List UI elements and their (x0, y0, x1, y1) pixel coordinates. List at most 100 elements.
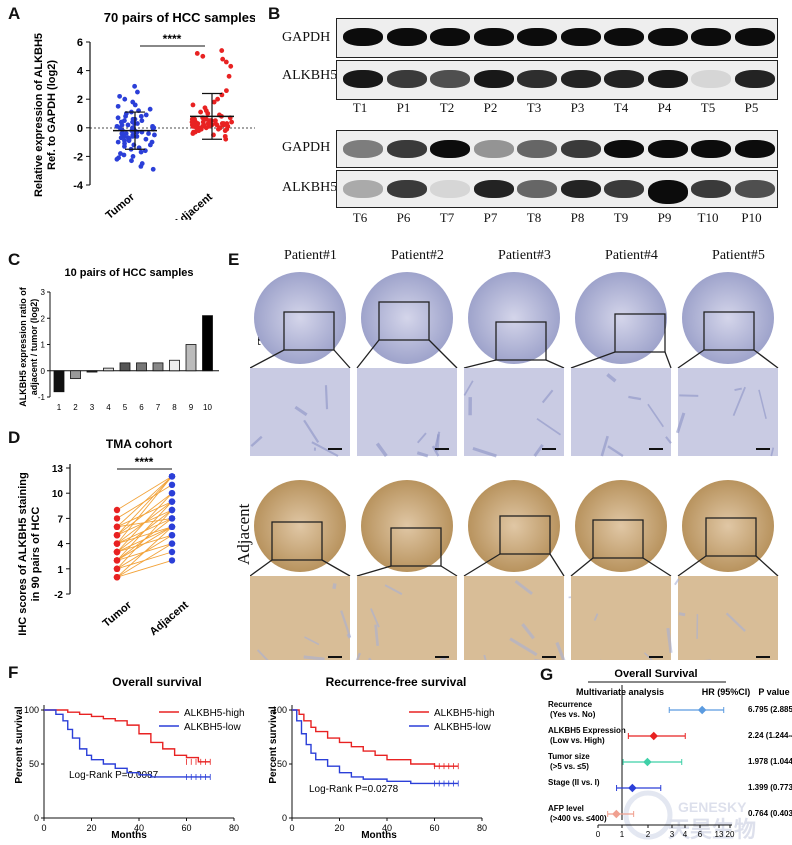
blot-band (691, 140, 731, 158)
panel-d-pair-line (116, 476, 173, 528)
panel-a-point (223, 136, 229, 142)
panel-g-hr-text: 6.795 (2.885-16.005) (748, 705, 792, 714)
blot-band (647, 140, 688, 158)
panel-d-adjacent-point (168, 473, 176, 480)
panel-c-xtick: 8 (172, 403, 177, 412)
panel-a-point (132, 83, 138, 89)
blot-band (430, 140, 470, 158)
panel-a-point (146, 131, 151, 136)
tma-zoom-image (464, 576, 564, 660)
panel-f-os-legend-low: ALKBH5-low (184, 722, 241, 733)
panel-g-xtick: 4 (683, 830, 688, 839)
panel-c-xtick: 2 (73, 403, 78, 412)
panel-f-charts: Overall survival Recurrence-free surviva… (14, 675, 495, 841)
panel-c-xtick: 10 (203, 403, 212, 412)
tma-grid (250, 272, 779, 660)
panel-f-rfs-xlabel: Months (361, 830, 397, 841)
panel-d-pair-line (116, 492, 173, 536)
panel-a-point (219, 121, 225, 126)
blot-band (386, 140, 427, 158)
panel-f-rfs-title: Recurrence-free survival (326, 675, 467, 689)
blot-band (430, 28, 470, 46)
panel-g-xtick: 3 (670, 830, 675, 839)
blot-band (473, 28, 514, 46)
panel-d-ytick: 4 (57, 540, 63, 551)
panel-a-point (117, 93, 123, 99)
panel-f-os-ylabel: Percent survival (14, 706, 25, 783)
blot-band (604, 28, 644, 46)
panel-a-point (215, 96, 221, 102)
panel-a-point (138, 164, 144, 169)
panel-label-g: G (540, 665, 554, 684)
panel-a-point (115, 115, 121, 121)
panel-a-point (150, 166, 156, 172)
blot-band (691, 70, 731, 88)
panel-g-xtick: 1 (620, 830, 625, 839)
panel-d-tumor-point (113, 515, 121, 522)
blot-alkbh5-bottom (336, 170, 778, 208)
blot-band (343, 180, 383, 198)
blot-band (386, 180, 427, 198)
blot-band (647, 180, 688, 204)
tma-scalebar (649, 448, 663, 450)
panel-d-xlabel-adjacent: Adjacent (148, 599, 192, 638)
panel-d-ylabel-1: IHC scores of ALKBH5 staining (17, 472, 29, 635)
panel-a-point (147, 106, 153, 112)
blot-lane-label: T9 (613, 210, 629, 225)
panel-a-point (193, 125, 199, 131)
panel-f-xtick: 40 (382, 823, 392, 833)
blot-lane-label: P3 (570, 100, 585, 115)
panel-d-pair-line (116, 526, 173, 545)
panel-d-pair-line (116, 559, 173, 578)
panel-f-os-pvalue: Log-Rank P=0.0087 (69, 770, 159, 781)
blot-band (517, 180, 557, 198)
panel-a-point (194, 51, 200, 56)
panel-f-os-title: Overall survival (112, 675, 201, 689)
panel-a-point (220, 56, 226, 62)
panel-g-row-label: Stage (II vs. I) (548, 778, 600, 787)
blot-band (647, 70, 688, 88)
panel-a-point (229, 119, 235, 125)
tma-core (254, 480, 346, 572)
tma-scalebar (435, 448, 449, 450)
blot-band (343, 70, 383, 88)
panel-f-xtick: 60 (429, 823, 439, 833)
tma-zoom-box (703, 311, 755, 351)
panel-a-point (122, 138, 127, 144)
blot-label-alkbh5-top: ALKBH5 (282, 68, 338, 83)
panel-f-xtick: 20 (334, 823, 344, 833)
panel-a-point (118, 135, 124, 141)
panel-g-row-label: ALKBH5 Expression (548, 726, 626, 735)
panel-g-hr-text: 1.399 (0.773-2.532) (748, 783, 792, 792)
tma-zoom-image (571, 576, 671, 660)
blot-band (430, 70, 470, 88)
panel-a-point (121, 152, 127, 158)
panel-d-ytick: 10 (52, 489, 64, 500)
blot-lane-label: P2 (483, 100, 498, 115)
panel-d-adjacent-point (168, 557, 176, 564)
blot-band (517, 140, 557, 158)
panel-a-point (135, 89, 140, 95)
panel-g-hr-marker (697, 705, 707, 715)
panel-c-ytick: 2 (41, 314, 46, 323)
panel-a-point (214, 122, 220, 128)
panel-g-hr-text: 1.978 (1.044-3.749) (748, 757, 792, 766)
panel-g-hr-text: 0.764 (0.403-1.448) (748, 809, 792, 818)
tma-patient-label: Patient#1 (284, 248, 337, 263)
panel-a-ytick: -4 (73, 180, 84, 192)
blot-band (473, 180, 514, 198)
blot-band (604, 140, 644, 158)
panel-f-xtick: 0 (41, 823, 46, 833)
panel-a-ytick: 4 (77, 66, 84, 78)
panel-a-point (205, 111, 211, 116)
tma-scalebar (756, 448, 770, 450)
tma-patient-label: Patient#2 (391, 248, 444, 263)
blot-gapdh-bottom (336, 130, 778, 168)
panel-d-ytick: 7 (57, 514, 63, 525)
panel-c-bar (152, 362, 164, 372)
panel-a-point (122, 143, 127, 149)
blot-lane-label: T2 (439, 100, 455, 115)
panel-c-xtick: 7 (156, 403, 161, 412)
panel-c-chart: 10 pairs of HCC samples ALKBH5 expressio… (18, 267, 219, 412)
panel-d-tumor-point (113, 565, 121, 572)
